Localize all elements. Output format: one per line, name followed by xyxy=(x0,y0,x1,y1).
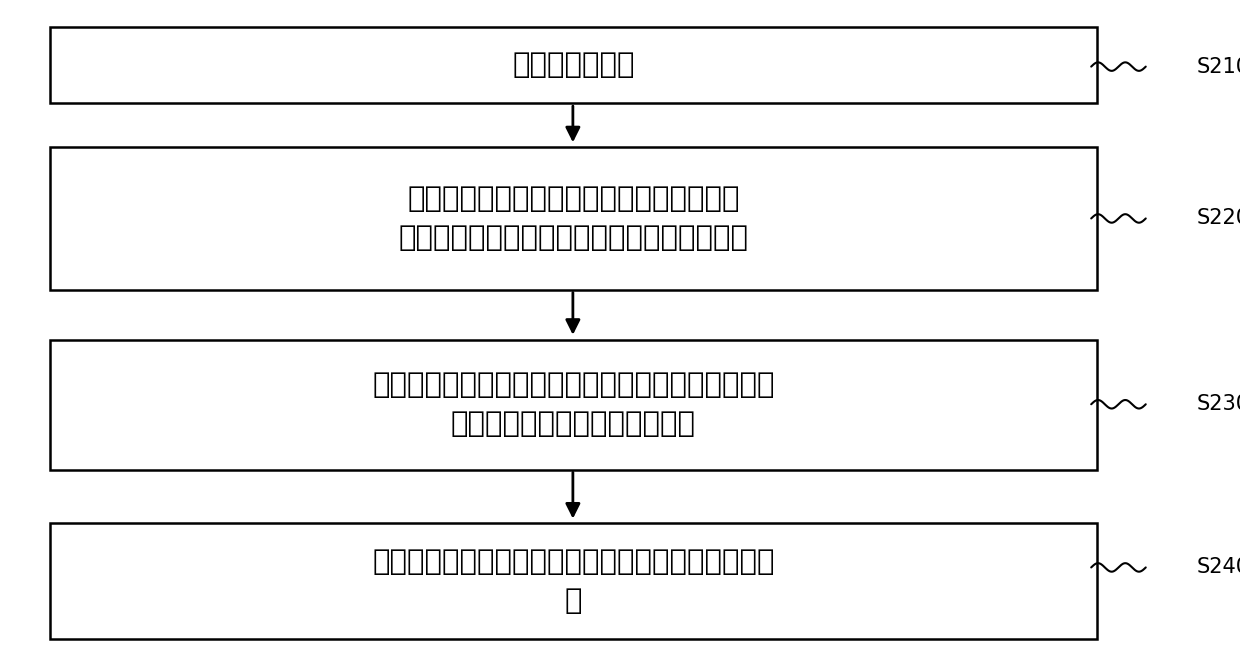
Text: 获取样本数据，该样本数据包括：样本特征
参数、与该样本特征参数对应的样本刻蚀速率: 获取样本数据，该样本数据包括：样本特征 参数、与该样本特征参数对应的样本刻蚀速率 xyxy=(398,184,749,252)
Text: S210: S210 xyxy=(1197,57,1240,77)
Text: S230: S230 xyxy=(1197,394,1240,414)
Bar xyxy=(50,340,1097,470)
Text: 将确定了模型参数的值的待训练模型作为速率确定模
型: 将确定了模型参数的值的待训练模型作为速率确定模 型 xyxy=(372,547,775,615)
Bar xyxy=(50,147,1097,290)
Text: S220: S220 xyxy=(1197,208,1240,228)
Text: 将样本特征参数、样本刻蚀速率代入待训练模型中，
得到待训练模型的模型参数的值: 将样本特征参数、样本刻蚀速率代入待训练模型中， 得到待训练模型的模型参数的值 xyxy=(372,371,775,438)
Bar xyxy=(50,523,1097,639)
Text: S240: S240 xyxy=(1197,557,1240,577)
Bar xyxy=(50,27,1097,103)
Text: 确定待训练模型: 确定待训练模型 xyxy=(512,51,635,79)
